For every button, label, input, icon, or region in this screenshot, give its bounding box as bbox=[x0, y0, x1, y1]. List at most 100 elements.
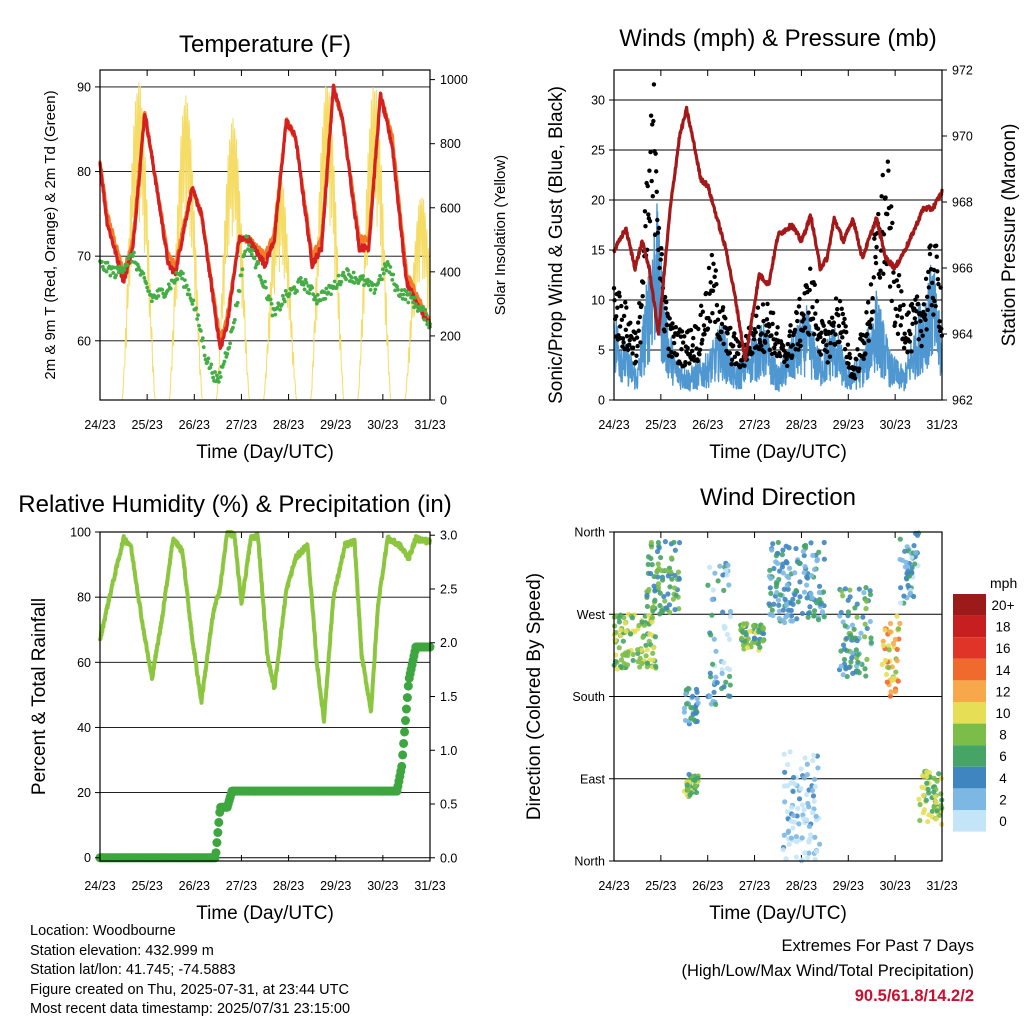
winds-chart-gust-point bbox=[654, 189, 659, 195]
winds-chart-gust-point bbox=[698, 303, 704, 309]
wind-direction-chart-direction-point bbox=[683, 701, 690, 707]
temperature-chart-dewpoint-point bbox=[269, 301, 274, 306]
temperature-chart-dewpoint-point bbox=[252, 256, 257, 261]
winds-chart-gust-point bbox=[756, 324, 761, 330]
wind-direction-chart-direction-point bbox=[724, 665, 731, 671]
winds-chart-gust-point bbox=[896, 283, 901, 289]
winds-chart-gust-point bbox=[818, 352, 824, 357]
temperature-chart-dewpoint-point bbox=[243, 249, 248, 254]
wind-direction-chart-direction-point bbox=[808, 832, 814, 838]
wind-direction-chart-direction-point bbox=[790, 774, 797, 781]
winds-chart-gust-point bbox=[895, 313, 900, 319]
wind-direction-chart-direction-point bbox=[917, 801, 923, 808]
wind-direction-chart-direction-point bbox=[719, 670, 725, 677]
wind-direction-chart-direction-point bbox=[726, 673, 733, 679]
temperature-chart-dewpoint-point bbox=[120, 270, 125, 275]
temperature-chart-dewpoint-point bbox=[368, 287, 373, 292]
winds-chart-gust-point bbox=[714, 302, 720, 308]
wind-direction-chart-direction-point bbox=[644, 603, 651, 610]
winds-chart-gust-point bbox=[778, 353, 783, 359]
wind-direction-chart-direction-point bbox=[911, 561, 918, 567]
humidity-chart-precip-point bbox=[401, 704, 411, 714]
winds-chart-gust-point bbox=[770, 310, 776, 316]
wind-direction-chart-direction-point bbox=[931, 775, 937, 781]
wind-direction-chart-direction-point bbox=[805, 855, 811, 861]
wind-direction-chart-direction-point bbox=[811, 798, 817, 804]
wind-direction-chart-direction-point bbox=[708, 632, 714, 638]
winds-chart-y-tick-label: 5 bbox=[598, 344, 605, 358]
winds-chart-gust-point bbox=[615, 305, 620, 310]
wind-direction-chart-direction-point bbox=[799, 857, 805, 863]
temperature-chart-dewpoint-point bbox=[165, 288, 170, 293]
winds-chart-gust-point bbox=[658, 257, 663, 262]
winds-chart-gust-point bbox=[705, 326, 711, 331]
wind-direction-chart-direction-point bbox=[907, 590, 913, 596]
winds-chart-gust-point bbox=[696, 326, 701, 332]
temperature-chart-dewpoint-point bbox=[298, 275, 303, 280]
wind-direction-chart-direction-point bbox=[863, 598, 870, 604]
wind-direction-chart-direction-point bbox=[808, 572, 815, 579]
wind-direction-chart-direction-point bbox=[657, 590, 663, 596]
humidity-chart-y2-tick-label: 1.0 bbox=[440, 744, 457, 758]
winds-chart-gust-point bbox=[700, 309, 706, 314]
wind-direction-chart-direction-point bbox=[739, 628, 745, 635]
wind-direction-chart-direction-point bbox=[801, 775, 807, 781]
winds-chart-gust-point bbox=[630, 351, 635, 356]
wind-direction-chart-direction-point bbox=[803, 791, 810, 798]
winds-chart-gust-point bbox=[898, 323, 903, 328]
wind-direction-chart-direction-point bbox=[847, 594, 853, 600]
winds-chart-gust-point bbox=[628, 320, 633, 325]
winds-chart-gust-point bbox=[624, 334, 630, 339]
humidity-chart-x-tick-label: 30/23 bbox=[367, 879, 398, 893]
winds-chart-gust-point bbox=[740, 358, 745, 363]
wind-direction-chart-direction-point bbox=[894, 658, 900, 664]
winds-chart-gust-point bbox=[925, 307, 930, 313]
wind-direction-chart-direction-point bbox=[644, 660, 650, 666]
winds-chart-gust-point bbox=[924, 294, 930, 300]
wind-direction-chart-direction-point bbox=[785, 586, 791, 592]
wind-direction-chart-direction-point bbox=[656, 545, 662, 551]
winds-chart-gust-point bbox=[763, 340, 768, 345]
winds-chart-gust-point bbox=[901, 345, 907, 351]
winds-chart-gust-point bbox=[798, 343, 803, 349]
wind-direction-chart-direction-point bbox=[767, 567, 773, 573]
wind-direction-chart-direction-point bbox=[867, 588, 873, 594]
winds-chart-gust-point bbox=[637, 314, 643, 320]
colorbar-label: 16 bbox=[995, 641, 1010, 656]
winds-chart-gust-point bbox=[657, 265, 662, 271]
winds-chart-gust-point bbox=[887, 284, 893, 289]
wind-direction-chart-direction-point bbox=[804, 574, 810, 580]
temperature-chart-dewpoint-point bbox=[105, 260, 110, 265]
wind-direction-chart-direction-point bbox=[796, 821, 802, 827]
temperature-chart-y-tick-label: 80 bbox=[77, 165, 91, 179]
wind-direction-chart-x-tick-label: 28/23 bbox=[786, 879, 817, 893]
winds-chart-gust-point bbox=[868, 282, 874, 287]
temperature-chart-y2-tick-label: 400 bbox=[440, 265, 461, 279]
wind-direction-chart-direction-point bbox=[844, 635, 850, 641]
wind-direction-chart-direction-point bbox=[931, 804, 937, 810]
temperature-chart-dewpoint-point bbox=[346, 268, 350, 273]
winds-chart-gust-point bbox=[773, 341, 778, 347]
wind-direction-chart-direction-point bbox=[687, 792, 693, 798]
temperature-chart-y2-label: Solar Insolation (Yellow) bbox=[492, 155, 509, 315]
temperature-chart-dewpoint-point bbox=[408, 290, 413, 295]
humidity-chart-y-tick-label: 100 bbox=[70, 526, 91, 540]
temperature-chart-solar-series bbox=[310, 86, 344, 401]
wind-direction-chart-direction-point bbox=[800, 548, 806, 555]
winds-chart-gust-point bbox=[801, 312, 806, 318]
winds-chart-gust-point bbox=[659, 246, 664, 251]
winds-chart-gust-point bbox=[699, 341, 704, 346]
winds-chart-gust-point bbox=[626, 342, 632, 347]
wind-direction-chart-direction-point bbox=[645, 561, 651, 567]
wind-direction-chart-direction-point bbox=[667, 609, 673, 615]
wind-direction-chart-direction-point bbox=[776, 615, 782, 622]
wind-direction-chart-direction-point bbox=[650, 608, 656, 614]
temperature-chart-dewpoint-point bbox=[303, 277, 308, 282]
winds-chart-gust-point bbox=[621, 313, 627, 319]
wind-direction-chart-direction-point bbox=[895, 678, 901, 684]
wind-direction-chart-direction-point bbox=[806, 804, 812, 810]
wind-direction-chart-direction-point bbox=[809, 809, 816, 816]
wind-direction-chart-direction-point bbox=[780, 547, 786, 553]
temperature-chart-dewpoint-point bbox=[187, 292, 192, 297]
winds-chart-gust-point bbox=[642, 209, 648, 214]
